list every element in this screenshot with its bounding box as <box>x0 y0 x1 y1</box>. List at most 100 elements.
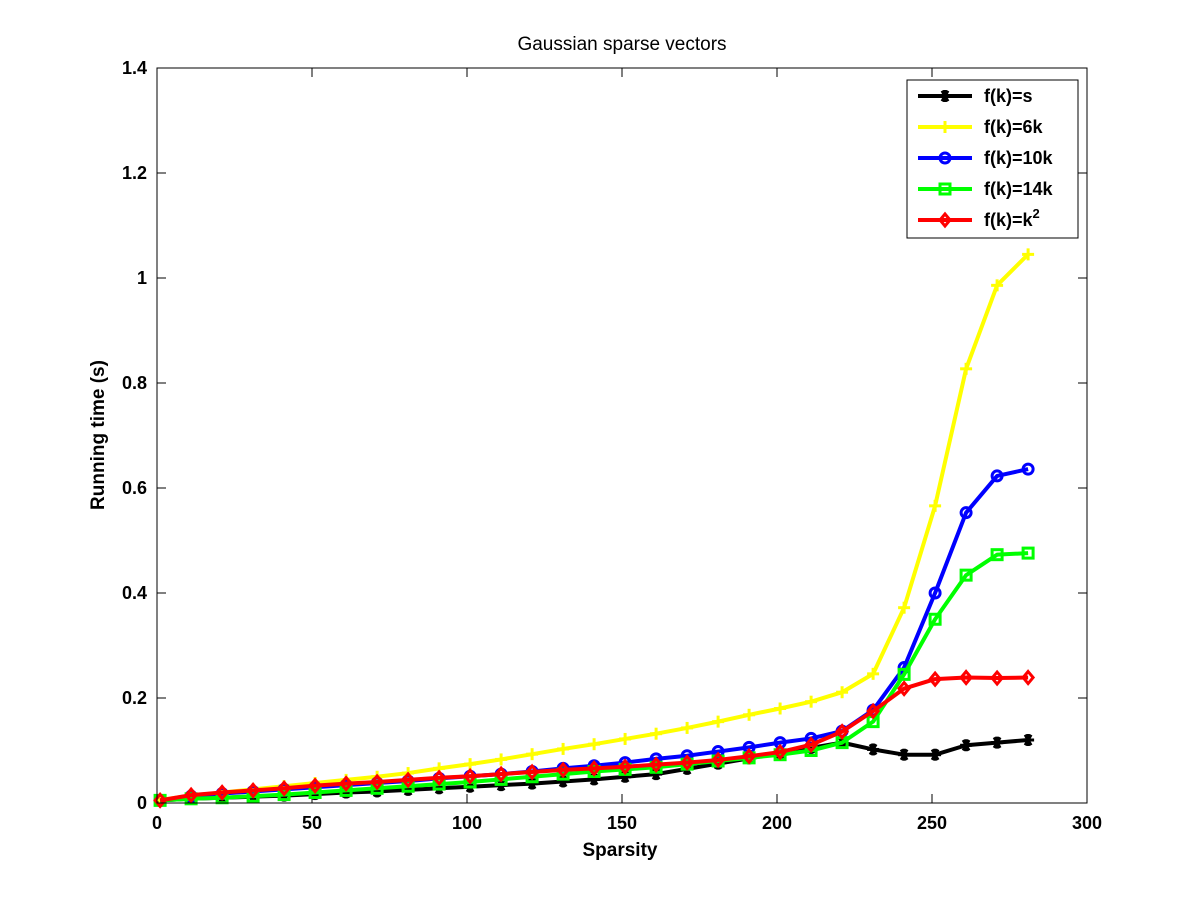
data-point <box>939 121 951 133</box>
data-point <box>774 702 787 715</box>
data-point <box>939 90 951 102</box>
data-point <box>743 708 756 721</box>
data-point <box>401 771 416 789</box>
legend-label-text: f(k)=s <box>984 86 1033 106</box>
data-point <box>680 754 695 771</box>
data-point <box>215 784 230 801</box>
data-point <box>897 667 911 681</box>
data-point <box>1022 734 1035 746</box>
chart-title: Gaussian sparse vectors <box>517 34 726 55</box>
y-tick-label: 1.2 <box>122 163 147 183</box>
y-tick-label: 0.2 <box>122 688 147 708</box>
data-point <box>773 743 788 761</box>
data-point <box>650 727 663 740</box>
data-point <box>959 568 973 582</box>
data-point <box>494 765 509 783</box>
legend-label: f(k)=s <box>984 86 1033 106</box>
data-point <box>277 779 292 797</box>
data-point <box>959 506 973 520</box>
x-tick-label: 250 <box>917 813 947 833</box>
data-point <box>587 760 602 777</box>
data-point <box>556 761 571 779</box>
axes-box <box>156 67 1088 804</box>
data-point <box>588 738 601 751</box>
x-tick-label: 50 <box>302 813 322 833</box>
legend-item: f(k)=s <box>918 86 1033 106</box>
legend: f(k)=s f(k)=6k f(k)=10k f(k)=14k f(k)=k2 <box>906 79 1079 239</box>
data-point <box>339 775 354 792</box>
y-axis-label: Running time (s) <box>88 360 109 510</box>
legend-item: f(k)=10k <box>918 148 1054 168</box>
data-point <box>618 758 633 776</box>
y-tick-label: 0.8 <box>122 373 147 393</box>
x-tick-label: 100 <box>452 813 482 833</box>
data-point <box>990 548 1004 562</box>
legend-item: f(k)=k2 <box>918 206 1040 230</box>
data-point <box>1021 462 1035 476</box>
data-point <box>991 279 1004 292</box>
data-point <box>835 723 850 740</box>
data-point <box>929 748 942 761</box>
x-tick-label: 200 <box>762 813 792 833</box>
series-4 <box>153 669 1036 809</box>
data-point <box>867 667 880 680</box>
x-tick-label: 300 <box>1072 813 1102 833</box>
series-layer <box>153 248 1036 809</box>
y-tick-label: 0.4 <box>122 583 147 603</box>
x-axis-label: Sparsity <box>583 840 658 861</box>
legend-label-text: f(k)=k <box>984 210 1034 230</box>
legend-label-text: f(k)=14k <box>984 179 1054 199</box>
data-point <box>463 767 478 785</box>
data-point <box>432 769 447 787</box>
data-point <box>495 753 508 766</box>
data-point <box>938 151 952 165</box>
data-point <box>960 739 973 752</box>
data-point <box>928 670 943 688</box>
data-point <box>649 756 664 774</box>
data-point <box>742 747 757 765</box>
legend-label: f(k)=6k <box>984 117 1044 137</box>
data-point <box>619 732 632 745</box>
data-point <box>928 612 942 626</box>
legend-item: f(k)=6k <box>918 117 1044 137</box>
legend-label-text: f(k)=6k <box>984 117 1044 137</box>
data-point <box>711 751 726 769</box>
y-tick-label: 0.6 <box>122 478 147 498</box>
data-point <box>1022 248 1035 261</box>
data-point <box>1021 669 1036 686</box>
data-point <box>1021 546 1035 560</box>
x-tick-label: 150 <box>607 813 637 833</box>
data-point <box>526 748 539 761</box>
data-point <box>308 777 323 795</box>
data-point <box>898 748 911 761</box>
legend-label-superscript: 2 <box>1033 206 1040 221</box>
data-point <box>525 763 540 781</box>
data-point <box>804 736 819 754</box>
x-tick-label: 0 <box>152 813 162 833</box>
series-line <box>159 675 1029 803</box>
data-point <box>681 721 694 734</box>
data-point <box>246 782 261 799</box>
data-point <box>712 715 725 728</box>
data-point <box>557 742 570 755</box>
legend-label: f(k)=k2 <box>984 206 1040 230</box>
legend-item: f(k)=14k <box>918 179 1054 199</box>
data-point <box>866 702 881 720</box>
data-point <box>805 695 818 708</box>
data-point <box>938 182 952 196</box>
data-point <box>990 669 1005 687</box>
data-point <box>938 211 952 229</box>
data-point <box>959 669 974 686</box>
data-point <box>898 601 911 614</box>
y-tick-label: 0 <box>137 793 147 813</box>
legend-label: f(k)=10k <box>984 148 1054 168</box>
data-point <box>990 469 1004 483</box>
data-point <box>836 686 849 699</box>
ticks-layer: 0 50 100 150 200 250 300 0 0.2 0.4 0.6 0.8 1 1.2 1.4 <box>122 58 1102 833</box>
y-tick-label: 1.4 <box>122 58 147 78</box>
y-tick-label: 1 <box>137 268 147 288</box>
data-point <box>184 786 199 804</box>
data-point <box>867 743 880 756</box>
data-point <box>526 777 539 790</box>
